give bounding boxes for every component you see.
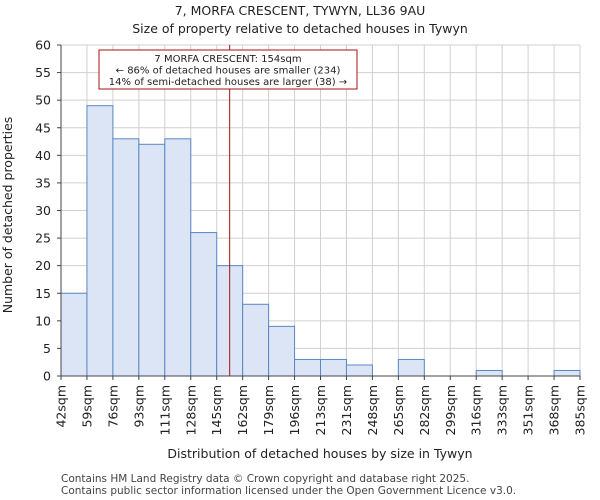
x-tick-labels: 42sqm 59sqm 76sqm 93sqm 111sqm 128sqm 145sqm 16… xyxy=(54,376,588,435)
x-tick-label: 231sqm xyxy=(339,385,354,435)
y-tick-label: 0 xyxy=(43,369,51,384)
annotation-frame xyxy=(98,49,358,90)
x-tick-label: 333sqm xyxy=(495,385,510,435)
y-tick-label: 10 xyxy=(35,313,51,328)
y-tick-labels: 0 5 10 15 20 25 30 35 40 45 50 55 60 xyxy=(35,38,61,384)
bar xyxy=(60,292,88,377)
bar xyxy=(190,232,218,377)
x-tick-label: 76sqm xyxy=(105,385,120,428)
bars xyxy=(60,105,581,377)
x-tick-label: 282sqm xyxy=(417,385,432,435)
x-tick-label: 368sqm xyxy=(547,385,562,435)
annotation-box: 7 MORFA CRESCENT: 154sqm← 86% of detache… xyxy=(98,49,358,90)
x-tick-label: 213sqm xyxy=(313,385,328,435)
x-tick-label: 385sqm xyxy=(573,385,588,435)
x-tick-label: 93sqm xyxy=(131,385,146,428)
x-tick-label: 265sqm xyxy=(391,385,406,435)
annotation-line-3: 14% of semi-detached houses are larger (… xyxy=(109,77,347,88)
y-tick-label: 60 xyxy=(35,38,51,53)
annotation-line-1: 7 MORFA CRESCENT: 154sqm xyxy=(154,54,301,65)
x-tick-label: 299sqm xyxy=(443,385,458,435)
x-tick-label: 59sqm xyxy=(79,385,94,428)
x-tick-label: 162sqm xyxy=(235,385,250,435)
bar xyxy=(475,369,503,377)
grid-lines xyxy=(60,44,581,377)
annotation-line-2: ← 86% of detached houses are smaller (23… xyxy=(116,66,341,77)
y-tick-label: 45 xyxy=(35,120,51,135)
x-tick-label: 42sqm xyxy=(54,385,69,428)
bar xyxy=(86,105,114,377)
x-tick-label: 196sqm xyxy=(287,385,302,435)
y-tick-label: 20 xyxy=(35,258,51,273)
bar xyxy=(138,143,166,377)
y-tick-label: 5 xyxy=(43,341,51,356)
y-tick-label: 50 xyxy=(35,93,51,108)
y-tick-label: 30 xyxy=(35,203,51,218)
bar xyxy=(112,138,140,377)
chart-title: 7, MORFA CRESCENT, TYWYN, LL36 9AU xyxy=(174,3,426,18)
bar xyxy=(553,369,581,377)
footer-line-2: Contains public sector information licen… xyxy=(61,485,517,497)
y-tick-label: 35 xyxy=(35,175,51,190)
y-tick-label: 40 xyxy=(35,148,51,163)
bar xyxy=(345,364,373,377)
bar xyxy=(397,358,425,377)
bar xyxy=(320,358,347,377)
bar xyxy=(268,325,296,377)
footer-line-1: Contains HM Land Registry data © Crown c… xyxy=(61,473,470,485)
x-tick-label: 316sqm xyxy=(469,385,484,435)
bar xyxy=(242,303,270,377)
x-tick-label: 145sqm xyxy=(209,385,224,435)
x-tick-label: 111sqm xyxy=(157,385,172,435)
bar xyxy=(164,138,192,377)
x-tick-label: 179sqm xyxy=(261,385,276,435)
bar xyxy=(294,358,321,377)
y-axis-label: Number of detached properties xyxy=(0,117,15,314)
y-tick-label: 55 xyxy=(35,65,51,80)
x-tick-label: 128sqm xyxy=(183,385,198,435)
y-tick-label: 25 xyxy=(35,231,51,246)
y-tick-label: 15 xyxy=(35,286,51,301)
chart-subtitle: Size of property relative to detached ho… xyxy=(132,21,468,36)
x-axis-label: Distribution of detached houses by size … xyxy=(167,446,472,461)
x-tick-label: 248sqm xyxy=(365,385,380,435)
x-tick-label: 351sqm xyxy=(521,385,536,435)
